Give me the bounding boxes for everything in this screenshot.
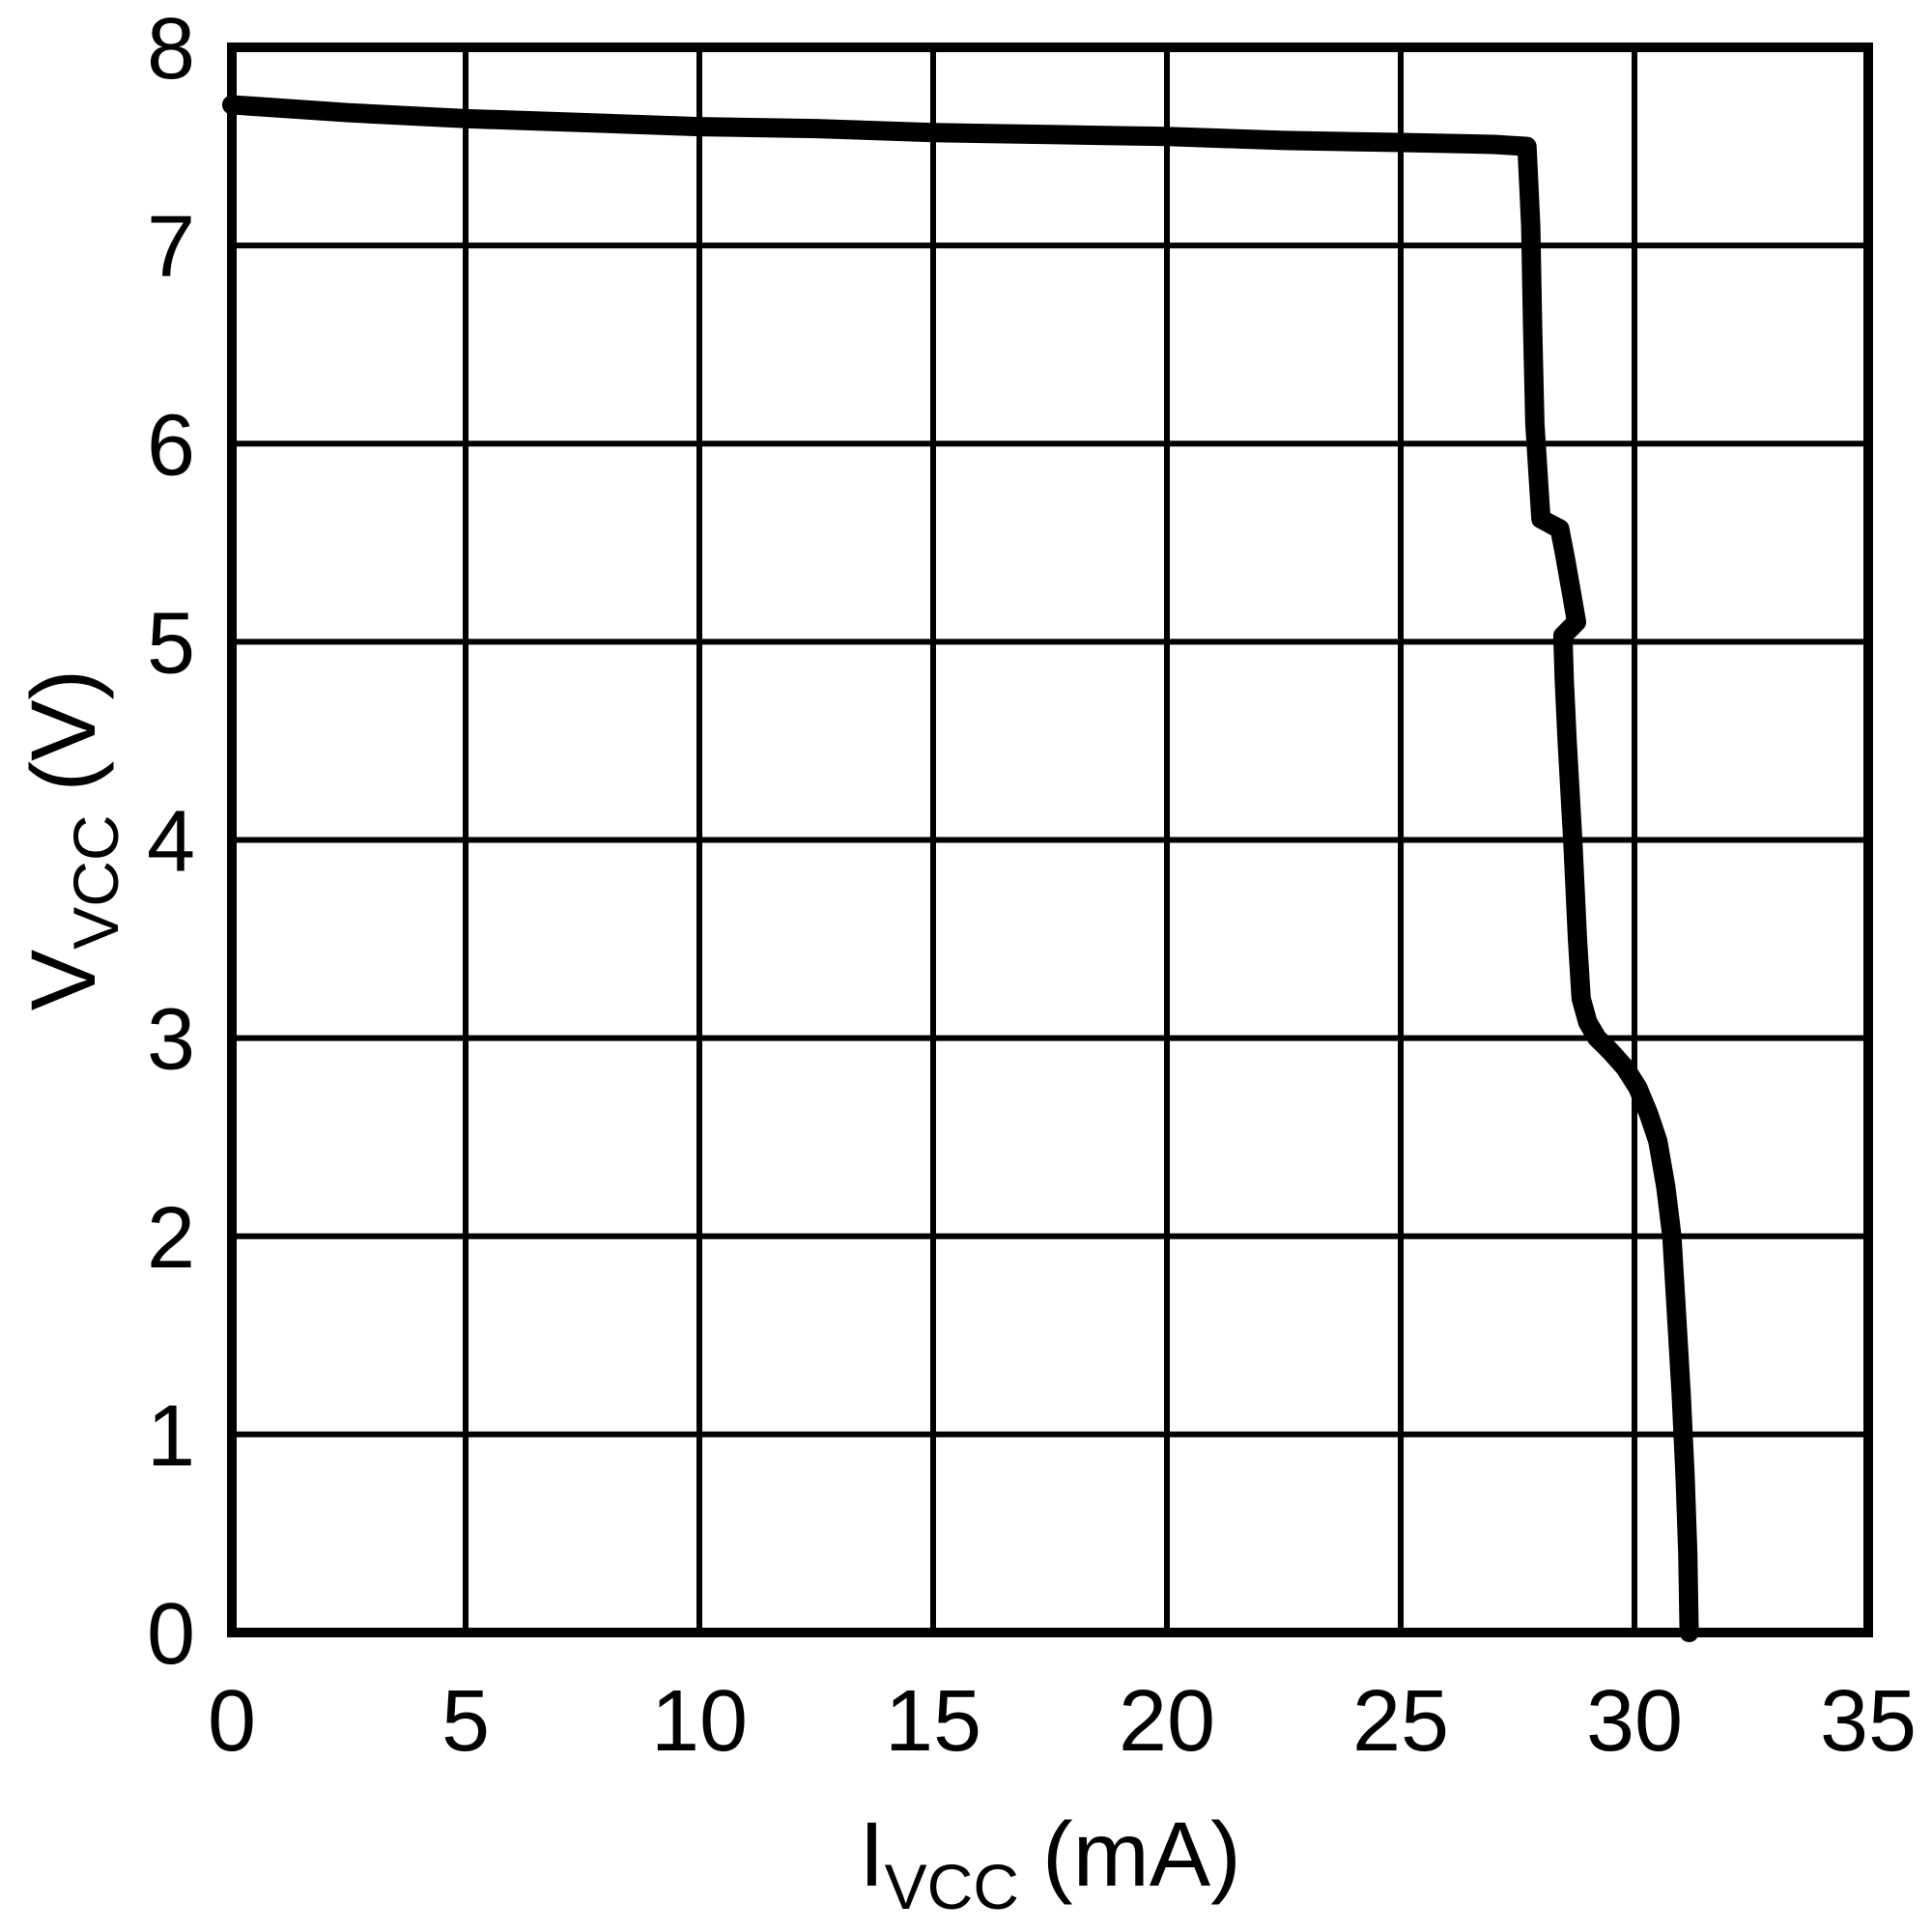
plot-border <box>227 43 1873 1637</box>
y-tick-labels: 0 1 2 3 4 5 6 7 8 <box>147 1 195 1683</box>
x-tick-label-15: 15 <box>885 1673 981 1770</box>
y-tick-label-2: 2 <box>147 1190 195 1287</box>
data-series <box>222 95 1699 1642</box>
x-tick-label-35: 35 <box>1820 1673 1917 1770</box>
x-tick-label-5: 5 <box>441 1673 490 1770</box>
x-tick-label-20: 20 <box>1119 1673 1215 1770</box>
x-axis-title: IVCC (mA) <box>859 1804 1241 1922</box>
gridlines <box>232 47 1868 1633</box>
y-tick-label-6: 6 <box>147 397 195 494</box>
y-tick-label-8: 8 <box>147 1 195 98</box>
y-tick-label-5: 5 <box>147 595 195 692</box>
y-tick-label-3: 3 <box>147 992 195 1089</box>
y-tick-label-0: 0 <box>147 1586 195 1683</box>
y-axis-title: VVCC(V) <box>13 669 131 1010</box>
y-tick-label-7: 7 <box>147 199 195 296</box>
x-tick-labels: 0 5 10 15 20 25 30 35 <box>208 1673 1917 1770</box>
series-line-0 <box>222 95 1699 1642</box>
x-tick-label-0: 0 <box>208 1673 256 1770</box>
x-tick-label-25: 25 <box>1352 1673 1449 1770</box>
y-tick-label-1: 1 <box>147 1388 195 1485</box>
y-tick-label-4: 4 <box>147 794 195 891</box>
x-tick-label-30: 30 <box>1586 1673 1683 1770</box>
x-tick-label-10: 10 <box>651 1673 748 1770</box>
